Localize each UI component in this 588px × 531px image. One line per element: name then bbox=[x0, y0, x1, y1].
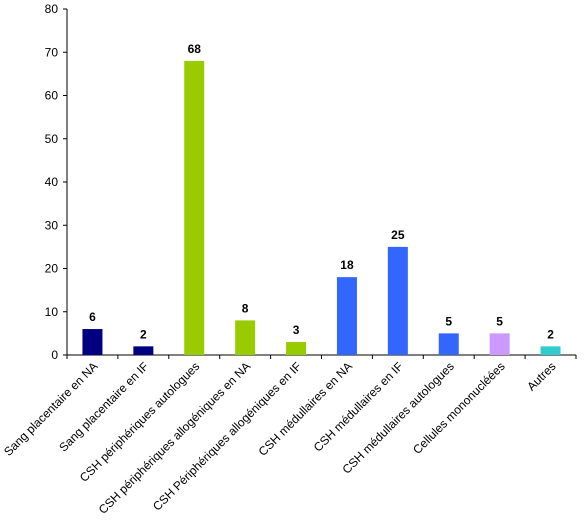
y-tick-label: 40 bbox=[45, 175, 59, 189]
category-label: Autres bbox=[524, 359, 558, 393]
bar bbox=[235, 320, 256, 355]
y-tick-label: 50 bbox=[45, 132, 59, 146]
chart-axes: 0 10 20 30 40 50 60 70 80 bbox=[45, 2, 577, 362]
y-tick-label: 20 bbox=[45, 262, 59, 276]
y-tick-label: 70 bbox=[45, 45, 59, 59]
chart-labels: 6 Sang placentaire en NA 2 Sang placentaire… bbox=[1, 42, 559, 517]
bar bbox=[438, 333, 459, 355]
bar bbox=[286, 342, 307, 355]
data-label: 68 bbox=[188, 42, 202, 56]
data-label: 6 bbox=[89, 310, 96, 324]
bar bbox=[184, 60, 205, 356]
category-label: Sang placentaire en IF bbox=[56, 359, 151, 454]
bar bbox=[82, 329, 103, 355]
data-label: 2 bbox=[140, 327, 147, 341]
category-label: Cellules mononucléées bbox=[410, 359, 508, 457]
bar bbox=[489, 333, 510, 355]
bar bbox=[540, 346, 561, 355]
category-label: CSH médullaires en NA bbox=[256, 359, 356, 459]
y-tick-label: 10 bbox=[45, 305, 59, 319]
data-label: 2 bbox=[547, 327, 554, 341]
data-label: 3 bbox=[293, 323, 300, 337]
category-label: CSH médullaires en IF bbox=[311, 359, 406, 454]
chart-bars bbox=[82, 60, 561, 356]
data-label: 5 bbox=[445, 314, 452, 328]
data-label: 5 bbox=[496, 314, 503, 328]
data-label: 18 bbox=[340, 258, 354, 272]
bar bbox=[336, 277, 357, 355]
data-label: 8 bbox=[242, 301, 249, 315]
y-tick-label: 30 bbox=[45, 218, 59, 232]
bar bbox=[133, 346, 154, 355]
y-tick-label: 80 bbox=[45, 2, 59, 16]
data-label: 25 bbox=[391, 228, 405, 242]
bar bbox=[387, 246, 408, 355]
category-label: Sang placentaire en NA bbox=[1, 359, 101, 459]
y-tick-label: 60 bbox=[45, 89, 59, 103]
y-tick-label: 0 bbox=[51, 348, 58, 362]
